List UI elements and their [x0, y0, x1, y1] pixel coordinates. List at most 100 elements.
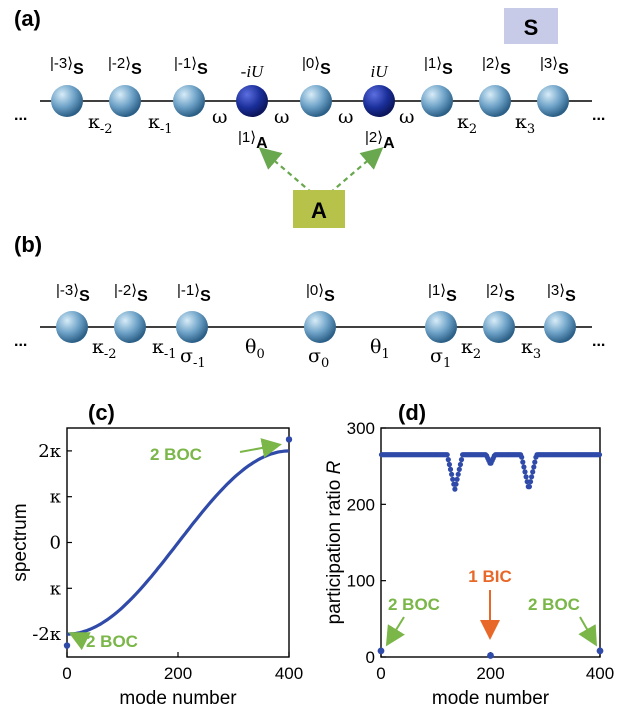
annotation-d-bic: 1 BIC — [468, 567, 511, 586]
site-b-m1 — [176, 311, 208, 343]
point-d-259 — [520, 460, 525, 465]
annotation-arrow-c-top — [240, 445, 278, 452]
ket-a-m3: |-3⟩S — [50, 55, 84, 78]
ket-b-m1: |-1⟩S — [177, 282, 211, 305]
point-d-135 — [452, 487, 457, 492]
point-d-125 — [447, 462, 452, 467]
aux-ket-2: |2⟩A — [365, 129, 395, 152]
panel-label-b: (b) — [14, 232, 42, 257]
site-a-0 — [300, 85, 332, 117]
sites-b — [56, 311, 576, 343]
sigma-b-p1: σ1 — [430, 345, 451, 371]
point-d-137 — [453, 482, 458, 487]
point-d-129 — [449, 472, 454, 477]
box-a-label: A — [311, 198, 327, 223]
chart-c: -2κκ0κ2κ0 200 400mode numberspectrum2 BOC2… — [10, 428, 303, 709]
box-s-label: S — [524, 15, 539, 40]
xtick-label-c-1: 200 — [164, 664, 192, 683]
ytick-label-d-0: 0 — [366, 648, 375, 667]
point-d-257 — [519, 455, 524, 460]
aux-ket-1: |1⟩A — [238, 129, 268, 152]
annotation-c-bottom: 2 BOC — [86, 632, 138, 651]
ket-a-p1: |1⟩S — [424, 55, 453, 78]
ket-a-p3: |3⟩S — [540, 55, 569, 78]
chart-d: 0 100 200 300 0 200 400 mode number participatio… — [324, 419, 614, 709]
ytick-label-c-2: 0 — [50, 533, 61, 554]
kets-a: |-3⟩S |-2⟩S |-1⟩S |0⟩S |1⟩S |2⟩S |3⟩S -i… — [50, 55, 569, 81]
y-axis-label-d: participation ratio R — [324, 460, 345, 624]
coupling-a-w2: ω — [274, 106, 290, 128]
point-d-127 — [448, 467, 453, 472]
coupling-b-theta0: θ0 — [245, 336, 265, 362]
panel-label-a: (a) — [14, 6, 41, 31]
point-d-123 — [446, 457, 451, 462]
ket-a-m2: |-2⟩S — [108, 55, 142, 78]
xtick-label-c-0: 0 — [62, 664, 71, 683]
ellipsis-left-b: ... — [14, 333, 27, 350]
point-d-261 — [521, 464, 526, 469]
site-a-m3 — [51, 85, 83, 117]
point-d-145 — [458, 462, 463, 467]
coupling-a-k-1: κ-1 — [148, 111, 173, 137]
sigma-b-m1: σ-1 — [180, 345, 206, 371]
annotation-d-right: 2 BOC — [528, 595, 580, 614]
annotation-c-top: 2 BOC — [150, 445, 202, 464]
site-a-aux2 — [363, 85, 395, 117]
xtick-label-d-1: 200 — [476, 664, 504, 683]
coupling-a-w1: ω — [212, 106, 228, 128]
point-d-275 — [529, 474, 534, 479]
kets-b: |-3⟩S |-2⟩S |-1⟩S |0⟩S |1⟩S |2⟩S |3⟩S — [56, 282, 576, 305]
x-axis-label-c: mode number — [119, 688, 237, 709]
ytick-label-c-0: -2κ — [32, 624, 62, 645]
point-d-265 — [524, 474, 529, 479]
point-d-121 — [445, 452, 450, 457]
endpoint-c-0 — [64, 642, 70, 648]
annotation-arrow-c-bottom — [72, 634, 84, 640]
coupling-b-k-2: κ-2 — [92, 336, 117, 362]
outlier-d-2 — [597, 647, 604, 654]
ellipsis-left-a: ... — [14, 107, 27, 124]
sigma-b-0: σ0 — [308, 345, 329, 371]
point-d-279 — [531, 464, 536, 469]
site-b-m3 — [56, 311, 88, 343]
annotation-d-left: 2 BOC — [388, 595, 440, 614]
point-d-143 — [457, 467, 462, 472]
site-b-0 — [304, 311, 336, 343]
coupling-b-k-1: κ-1 — [152, 336, 177, 362]
outlier-d-1 — [487, 652, 494, 659]
endpoint-c-1 — [286, 436, 292, 442]
sites-a — [51, 85, 569, 117]
xtick-label-d-2: 400 — [586, 664, 614, 683]
ytick-label-c-3: κ — [50, 487, 62, 508]
xtick-label-c-2: 400 — [275, 664, 303, 683]
panel-label-d: (d) — [398, 400, 426, 425]
site-a-p3 — [537, 85, 569, 117]
ket-b-p1: |1⟩S — [428, 282, 457, 305]
point-d-147 — [459, 457, 464, 462]
point-d-263 — [522, 469, 527, 474]
x-axis-label-d: mode number — [432, 688, 550, 709]
site-a-p1 — [421, 85, 453, 117]
ket-b-p3: |3⟩S — [547, 282, 576, 305]
ytick-label-d-3: 300 — [347, 419, 375, 438]
ytick-label-c-4: 2κ — [38, 441, 61, 462]
ytick-label-d-1: 100 — [347, 572, 375, 591]
point-d-271 — [527, 484, 532, 489]
site-b-p2 — [483, 311, 515, 343]
ellipsis-right-a: ... — [592, 107, 605, 124]
annotation-arrow-d-left — [388, 617, 404, 643]
ket-a-m1: |-1⟩S — [174, 55, 208, 78]
point-d-273 — [528, 479, 533, 484]
coupling-b-theta1: θ1 — [370, 336, 390, 362]
coupling-a-k3: κ3 — [515, 111, 535, 137]
energy-plus-iu: iU — [371, 62, 390, 81]
arrow-a-right — [330, 150, 380, 193]
coupling-b-k3: κ3 — [521, 336, 541, 362]
site-b-m2 — [114, 311, 146, 343]
panel-label-c: (c) — [88, 400, 115, 425]
arrow-a-left — [262, 150, 312, 193]
coupling-a-w3: ω — [338, 106, 354, 128]
point-d-139 — [455, 477, 460, 482]
ytick-label-c-1: κ — [50, 578, 62, 599]
